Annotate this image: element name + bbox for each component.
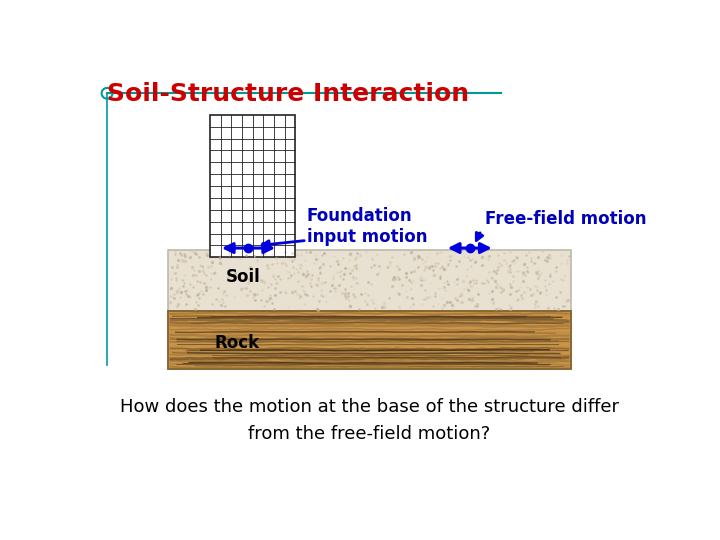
Text: How does the motion at the base of the structure differ
from the free-field moti: How does the motion at the base of the s… <box>120 399 618 443</box>
Text: Free-field motion: Free-field motion <box>485 210 647 228</box>
Bar <box>210 115 295 257</box>
Bar <box>168 311 570 369</box>
Text: Foundation
input motion: Foundation input motion <box>307 207 428 246</box>
Text: Soil-Structure Interaction: Soil-Structure Interaction <box>107 82 469 106</box>
Bar <box>168 249 570 311</box>
Text: Soil: Soil <box>225 268 261 286</box>
Text: Rock: Rock <box>214 334 259 352</box>
Bar <box>168 311 570 369</box>
